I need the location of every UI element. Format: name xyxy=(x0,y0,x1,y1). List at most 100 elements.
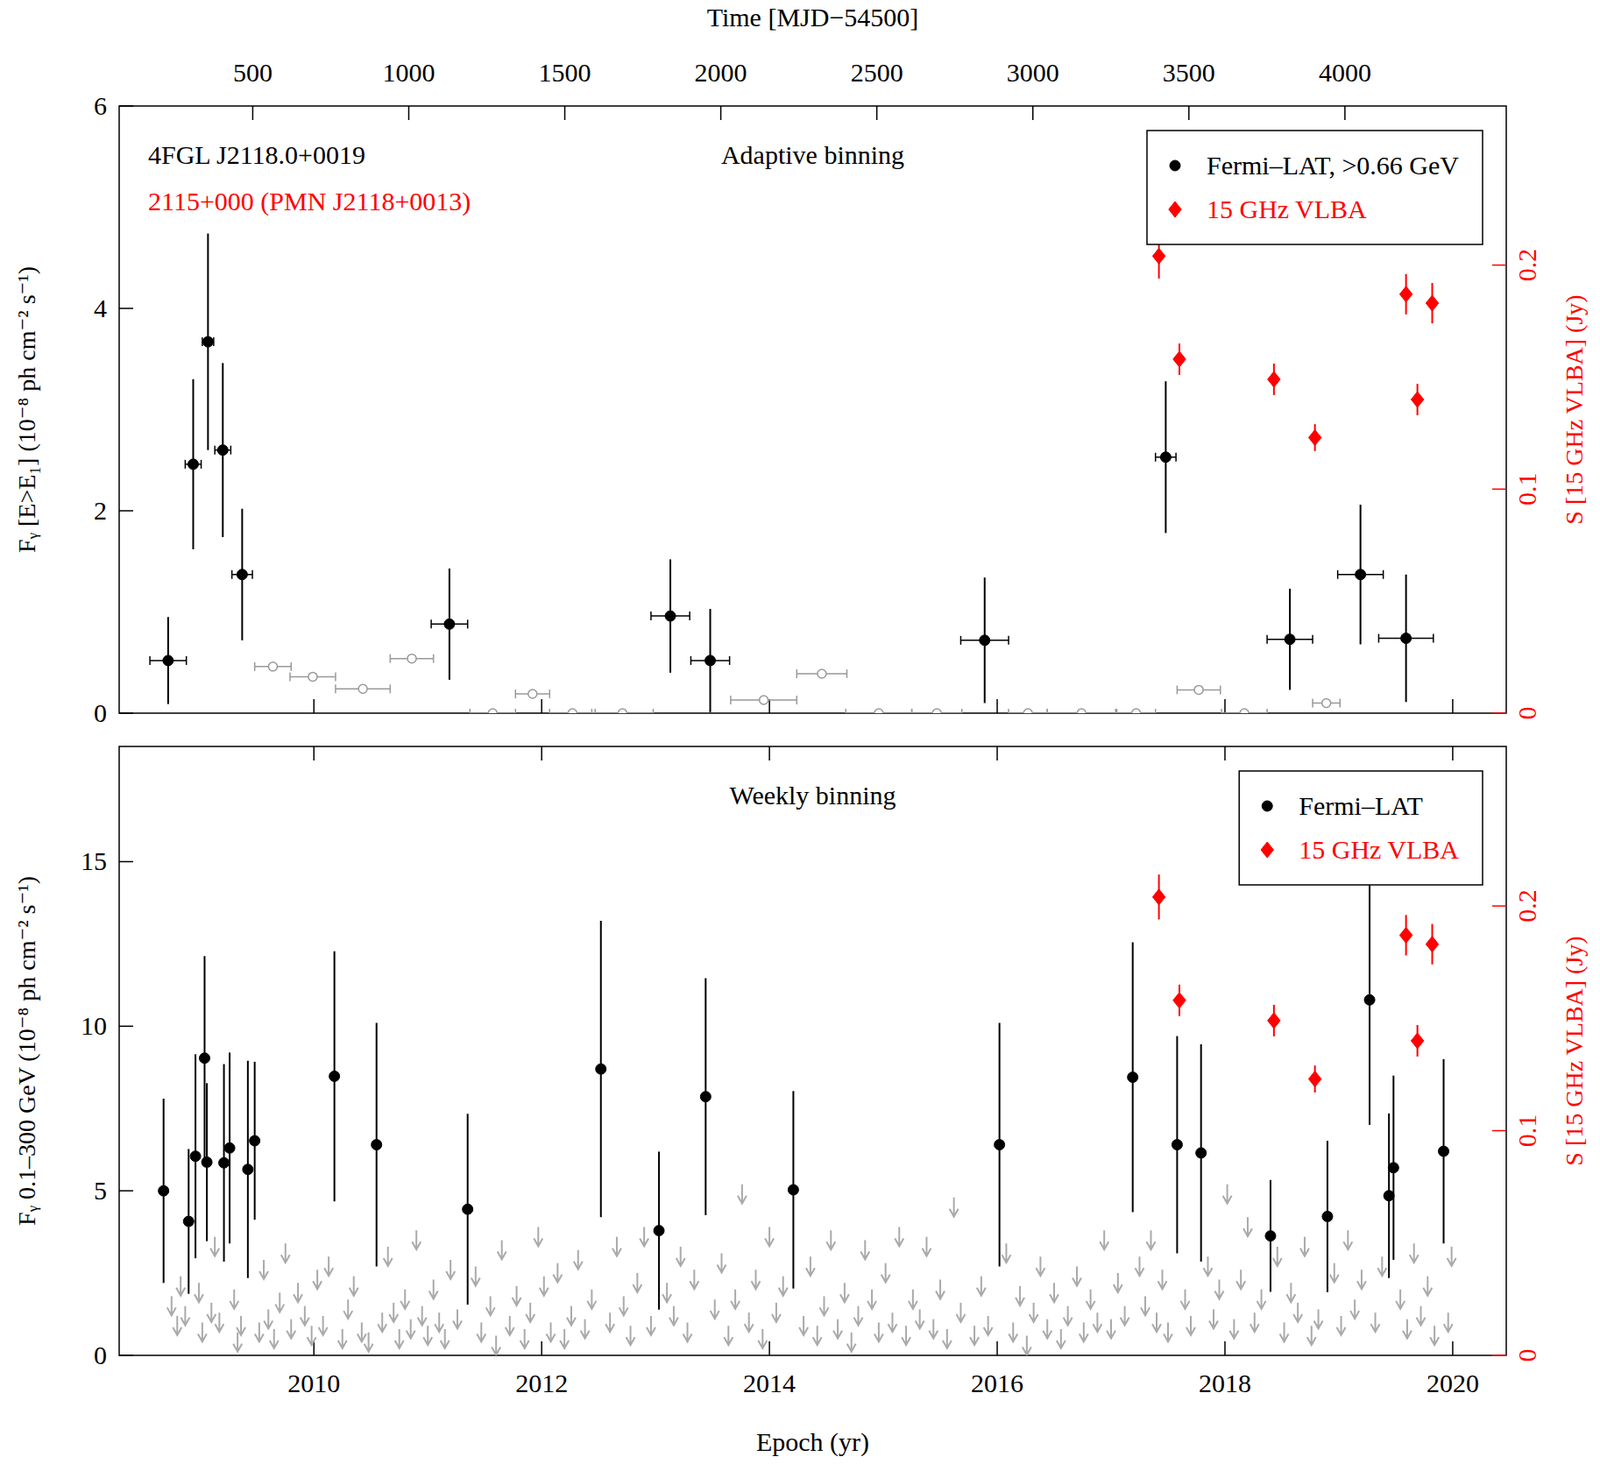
point xyxy=(1015,1286,1025,1306)
x2-tick-label: 500 xyxy=(233,57,273,87)
point xyxy=(242,1164,254,1176)
point xyxy=(1308,1071,1321,1088)
point xyxy=(1223,1184,1232,1204)
point xyxy=(219,1157,230,1169)
point xyxy=(1425,295,1438,312)
point xyxy=(847,1332,857,1353)
point xyxy=(881,1263,891,1283)
point xyxy=(293,1282,303,1303)
point xyxy=(1229,1319,1239,1339)
x-tick xyxy=(1451,1341,1454,1356)
y-tick xyxy=(119,712,134,715)
point xyxy=(908,1289,918,1310)
point xyxy=(833,1319,843,1339)
plot-frame xyxy=(119,106,1507,714)
point xyxy=(840,1282,850,1303)
point xyxy=(183,1216,194,1227)
x2-tick-label: 4000 xyxy=(1318,57,1372,87)
y2-axis-label: S [15 GHz VLBA] (Jy) xyxy=(1560,935,1588,1166)
point xyxy=(1410,1033,1424,1049)
legend: Fermi–LAT15 GHz VLBA xyxy=(1238,771,1483,885)
x-tick xyxy=(768,1341,771,1356)
point xyxy=(653,1225,665,1237)
point xyxy=(417,1306,427,1326)
x2-tick-label: 3500 xyxy=(1162,57,1216,87)
point xyxy=(1410,391,1424,408)
x2-axis-label: Time [MJD−54500] xyxy=(707,2,920,32)
point xyxy=(1163,1322,1173,1342)
x-error-cap xyxy=(1378,634,1381,644)
point xyxy=(1444,1312,1453,1332)
point xyxy=(505,1316,515,1336)
point xyxy=(300,1306,310,1326)
y-tick xyxy=(119,861,134,864)
point xyxy=(471,1267,481,1287)
point xyxy=(730,1289,740,1310)
legend-label: Fermi–LAT, >0.66 GeV xyxy=(1206,150,1459,180)
x-error-cap xyxy=(432,654,435,664)
point xyxy=(573,1250,583,1270)
x-error-cap xyxy=(652,708,655,714)
panel-0: 5001000150020002500300035004000024600.10… xyxy=(13,2,1588,728)
x-tick xyxy=(996,1341,999,1356)
x-error-cap xyxy=(911,708,914,714)
x-error-cap xyxy=(1382,570,1385,580)
point xyxy=(1423,1276,1432,1296)
x-error-cap xyxy=(515,689,517,699)
x2-tick xyxy=(1188,106,1190,121)
point xyxy=(717,1253,727,1274)
x-error-cap xyxy=(334,672,337,681)
point xyxy=(1127,1072,1139,1084)
x-error-cap xyxy=(1311,698,1314,708)
point xyxy=(969,1325,979,1346)
point xyxy=(1330,1263,1339,1283)
series-0 xyxy=(158,875,1450,1310)
point xyxy=(202,336,213,347)
point xyxy=(1401,633,1412,645)
point xyxy=(894,1226,904,1247)
x-error-cap xyxy=(184,460,187,469)
point xyxy=(1180,1289,1190,1310)
y2-tick-label: 0.2 xyxy=(1512,889,1542,923)
x-error-cap xyxy=(1154,453,1157,462)
point xyxy=(552,1263,562,1283)
x-error-cap xyxy=(1046,708,1048,714)
point xyxy=(689,1269,699,1289)
point xyxy=(491,1335,501,1355)
point xyxy=(874,1322,884,1342)
point xyxy=(676,1246,686,1267)
point xyxy=(400,1289,410,1310)
point xyxy=(1355,569,1367,581)
point xyxy=(1265,1231,1276,1242)
point xyxy=(580,1319,590,1339)
x-tick-label: 2018 xyxy=(1198,1368,1252,1398)
y-axis-label: Fᵧ [E>E₁] (10⁻⁸ ph cm⁻² s⁻¹) xyxy=(13,266,42,553)
point xyxy=(1399,286,1412,303)
point xyxy=(167,1295,177,1316)
point xyxy=(407,654,417,664)
point xyxy=(486,1295,496,1316)
point xyxy=(1387,1162,1399,1174)
point xyxy=(1079,1322,1089,1342)
x-error-cap xyxy=(591,708,594,714)
x-error-cap xyxy=(389,684,392,694)
point xyxy=(236,569,248,581)
x-error-cap xyxy=(148,656,151,666)
point xyxy=(1322,698,1331,708)
legend-box xyxy=(1146,130,1483,245)
x-error-cap xyxy=(1338,698,1341,708)
point xyxy=(887,1312,897,1332)
point xyxy=(269,1329,279,1349)
x-axis-label: Epoch (yr) xyxy=(756,1427,870,1458)
point xyxy=(1186,1316,1196,1336)
point xyxy=(1257,1289,1267,1310)
point xyxy=(434,1312,444,1332)
point xyxy=(1173,992,1186,1009)
point xyxy=(994,1139,1006,1151)
point xyxy=(1284,634,1296,645)
y2-tick-label: 0.1 xyxy=(1512,473,1542,507)
point xyxy=(817,669,827,679)
point xyxy=(308,672,318,681)
x-error-cap xyxy=(1175,453,1177,462)
point xyxy=(338,1329,347,1349)
